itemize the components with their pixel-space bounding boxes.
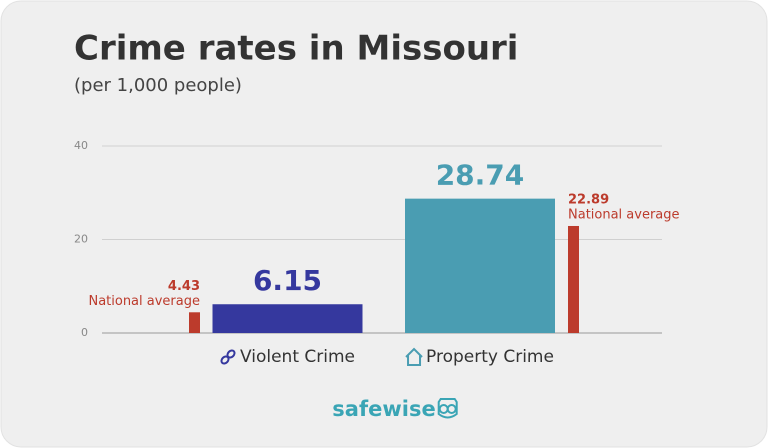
x-tick-label: Property Crime (426, 347, 554, 367)
brand-icon (437, 398, 458, 419)
value-label: 28.74 (436, 159, 525, 192)
category-icon (405, 347, 423, 366)
national-average-value: 22.89 (568, 192, 609, 207)
bar (405, 198, 555, 333)
national-average-bar (568, 225, 579, 333)
category-icon (226, 349, 236, 359)
chart-title: Crime rates in Missouri (74, 29, 518, 69)
national-average-label: National average (88, 294, 200, 309)
national-average-bar (189, 312, 200, 333)
x-tick-label: Violent Crime (240, 347, 355, 367)
chart-subtitle: (per 1,000 people) (74, 75, 242, 96)
y-tick-label: 20 (74, 233, 88, 246)
brand-logo: safewise (332, 397, 435, 421)
y-tick-label: 0 (81, 326, 88, 339)
y-tick-label: 40 (74, 139, 88, 152)
bar (212, 304, 363, 333)
value-label: 6.15 (253, 264, 322, 297)
national-average-value: 4.43 (168, 279, 200, 294)
national-average-label: National average (568, 207, 680, 222)
